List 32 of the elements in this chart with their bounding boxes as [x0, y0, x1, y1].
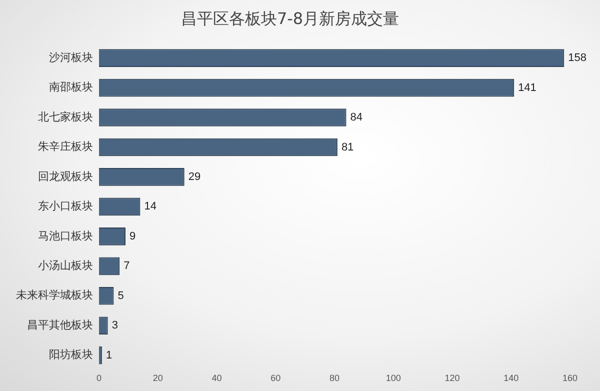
- x-tick-label: 100: [386, 373, 401, 384]
- x-tick-label: 160: [562, 373, 578, 384]
- y-tick-label: 东小口板块: [38, 200, 93, 213]
- x-tick-label: 140: [504, 373, 519, 384]
- x-tick-label: 80: [329, 373, 340, 384]
- x-tick-label: 120: [444, 373, 460, 384]
- data-label: 84: [350, 112, 363, 124]
- x-tick-label: 40: [212, 373, 222, 384]
- data-label: 14: [144, 200, 156, 213]
- x-tick-label: 0: [96, 373, 102, 384]
- x-tick-label: 60: [270, 373, 281, 384]
- x-tick-label: 20: [152, 373, 163, 384]
- y-tick-label: 回龙观板块: [38, 170, 93, 183]
- y-tick-label: 阳坊板块: [49, 348, 93, 362]
- chart-title: 昌平区各板块7-8月新房成交量: [180, 8, 400, 28]
- y-tick-label: 未来科学城板块: [16, 288, 93, 302]
- data-label: 29: [188, 171, 201, 184]
- data-label: 5: [118, 290, 124, 302]
- data-label: 81: [341, 141, 354, 154]
- y-tick-label: 沙河板块: [49, 50, 93, 64]
- y-tick-label: 昌平其他板块: [27, 318, 93, 332]
- data-label: 7: [124, 260, 130, 272]
- y-tick-label: 马池口板块: [38, 229, 93, 242]
- data-label: 141: [518, 82, 536, 94]
- y-tick-label: 北七家板块: [38, 110, 93, 124]
- y-tick-label: 南邵板块: [49, 80, 93, 94]
- y-tick-label: 朱辛庄板块: [38, 140, 93, 154]
- data-label: 3: [112, 320, 118, 332]
- y-tick-label: 小汤山板块: [38, 259, 93, 272]
- data-label: 1: [106, 349, 112, 362]
- data-label: 9: [129, 230, 136, 242]
- data-label: 158: [568, 52, 586, 64]
